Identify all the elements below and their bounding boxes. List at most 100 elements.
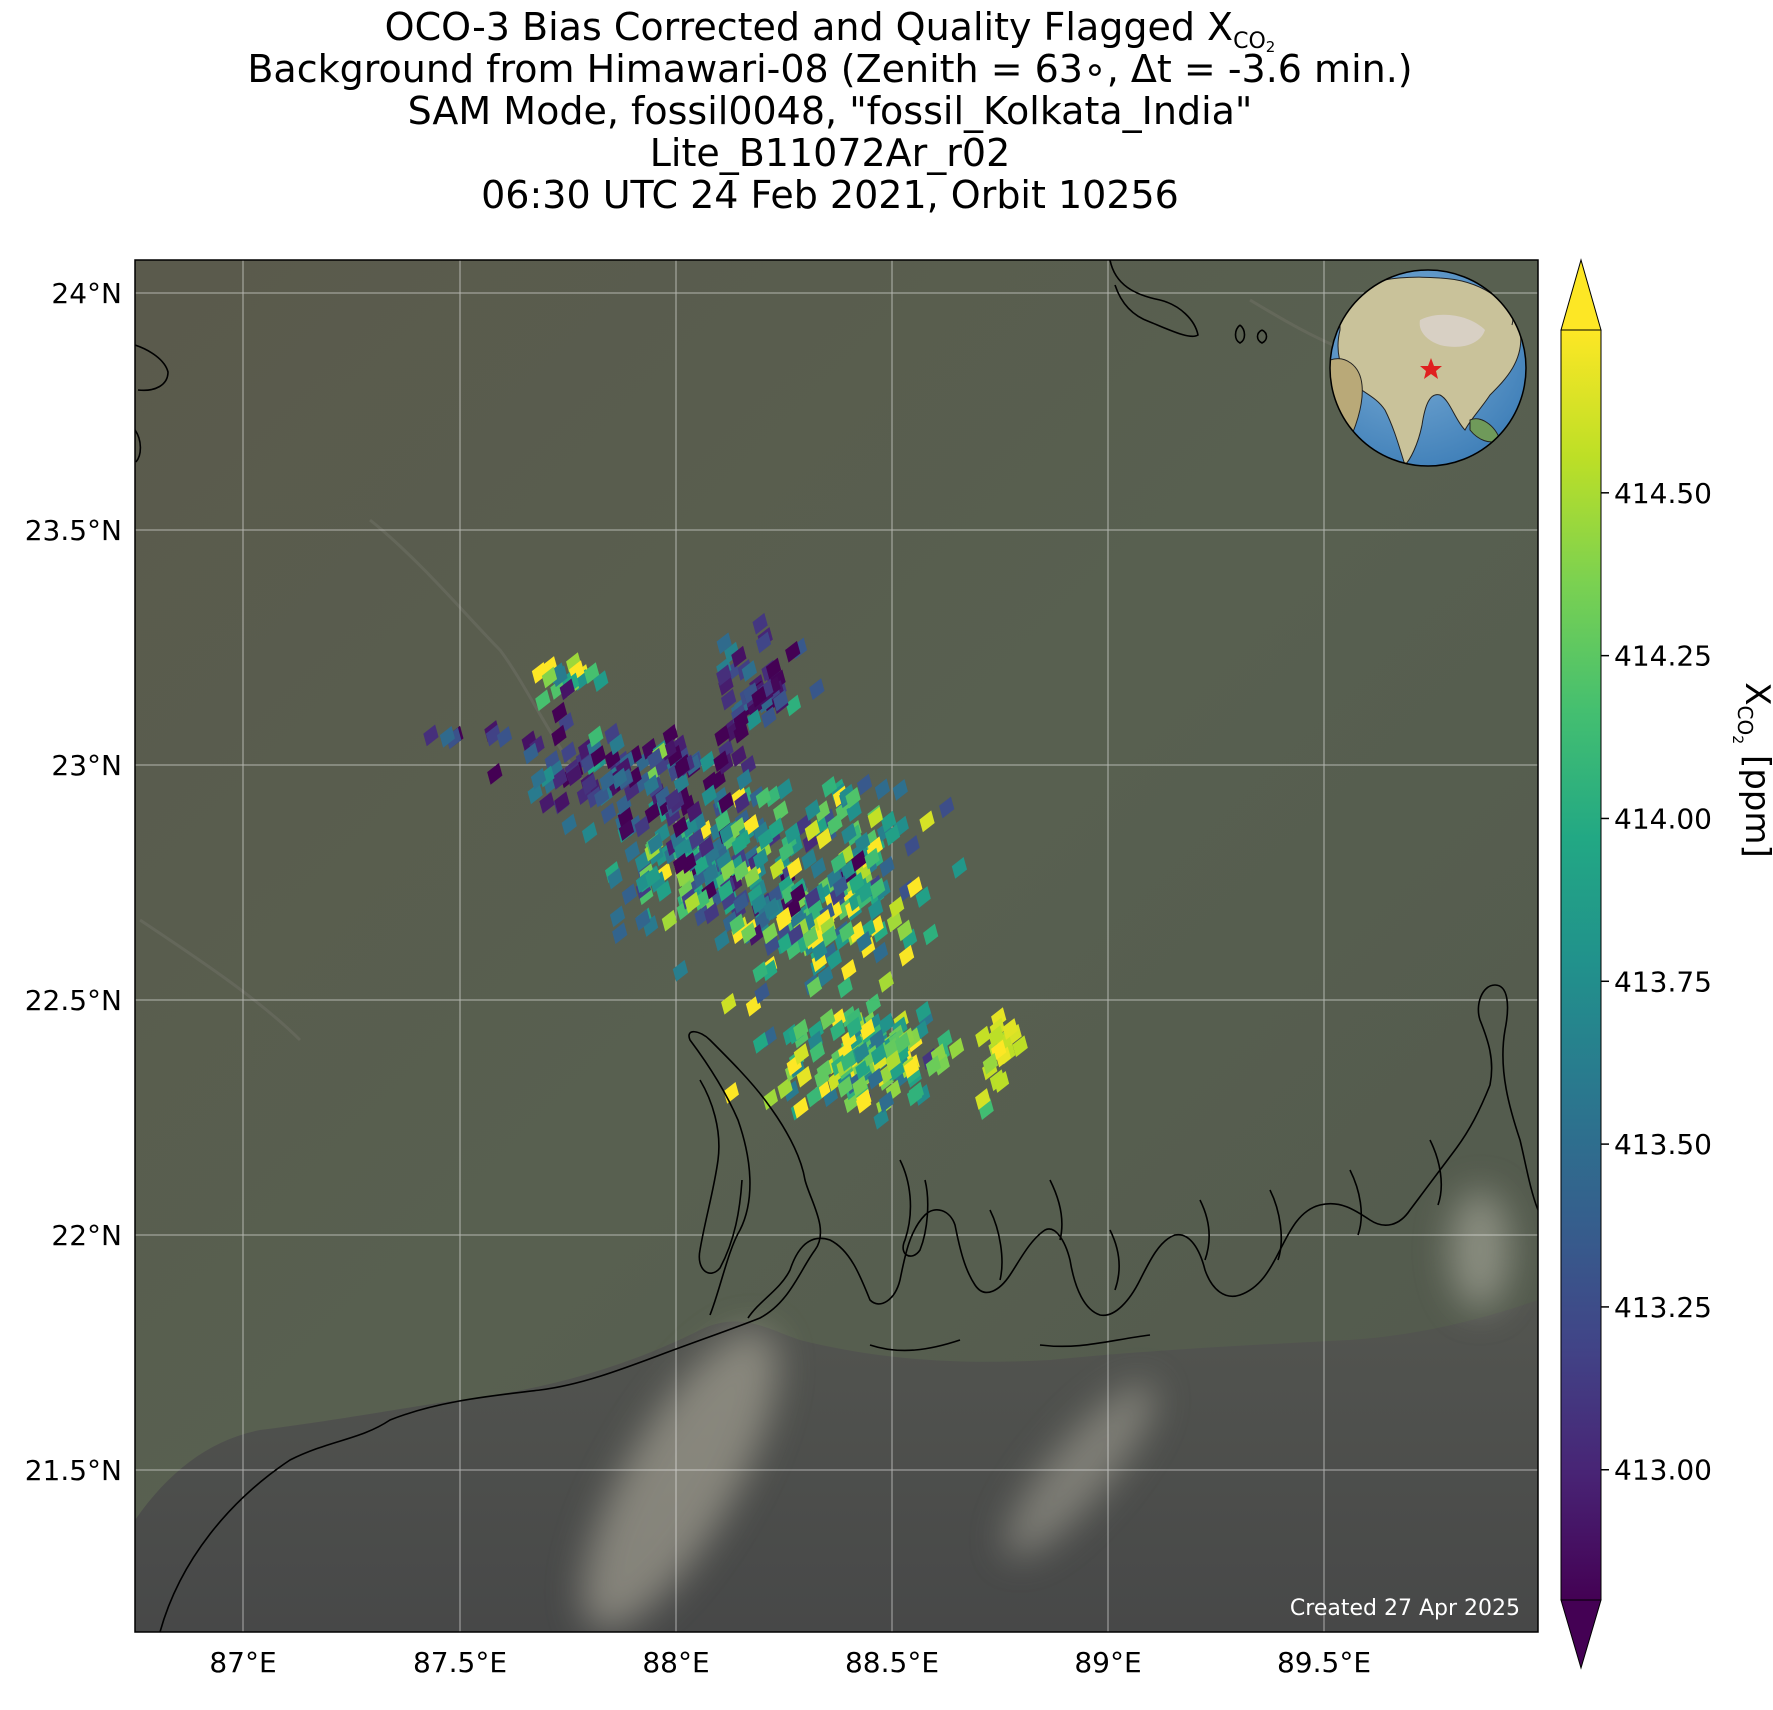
xco2-sounding (673, 852, 689, 875)
xco2-sounding (554, 791, 570, 814)
xco2-sounding (897, 919, 913, 942)
xco2-sounding (777, 1077, 793, 1100)
xco2-sounding (617, 806, 634, 828)
xco2-sounding (839, 921, 855, 943)
xco2-sounding (904, 835, 920, 857)
xco2-sounding (762, 1088, 778, 1111)
map-area: Created 27 Apr 2025 (135, 260, 1538, 1632)
xco2-sounding (934, 1053, 950, 1076)
xco2-sounding (841, 822, 857, 845)
xco2-sounding (694, 904, 710, 927)
xco2-sounding (816, 908, 832, 931)
xco2-sounding (523, 742, 539, 765)
xco2-sounding (872, 920, 888, 943)
xco2-sounding (845, 786, 861, 809)
xco2-sounding (609, 733, 625, 756)
xco2-sounding (805, 799, 821, 821)
xco2-sounding (925, 1055, 942, 1077)
colorbar-tick-label: 414.50 (1614, 477, 1712, 510)
xco2-sounding (901, 928, 918, 951)
xco2-sounding (762, 959, 778, 982)
xco2-sounding (644, 802, 661, 824)
xco2-sounding (618, 819, 635, 842)
xco2-sounding (731, 745, 747, 768)
xco2-sounding (720, 688, 737, 711)
xco2-sounding (865, 993, 881, 1016)
xco2-sounding (607, 867, 623, 890)
xco2-sounding (661, 909, 678, 932)
xco2-sounding (793, 1096, 809, 1119)
xco2-sounding (757, 828, 774, 850)
xco2-sounding (724, 641, 740, 664)
sea-area (135, 1300, 1538, 1632)
xco2-sounding (817, 965, 834, 988)
xco2-sounding (874, 778, 891, 801)
xco2-sounding (551, 724, 567, 747)
xco2-sounding (583, 662, 600, 685)
xco2-sounding (881, 810, 897, 833)
xco2-sounding (764, 934, 780, 957)
title-line-2: Background from Himawari-08 (Zenith = 63… (247, 47, 1413, 91)
xco2-sounding (487, 762, 503, 785)
xco2-sounding (552, 768, 568, 790)
xco2-sounding (650, 871, 666, 893)
xco2-sounding (673, 838, 690, 861)
xco2-sounding (778, 874, 794, 897)
xco2-sounding (873, 1107, 889, 1130)
xco2-sounding (715, 810, 731, 832)
lon-tick-label: 89°E (1074, 1646, 1141, 1679)
lat-tick-label: 22°N (51, 1219, 122, 1252)
xco2-sounding (678, 880, 694, 903)
xco2-sounding (854, 831, 871, 854)
xco2-sounding (839, 783, 855, 806)
xco2-sounding (733, 709, 749, 732)
colorbar-extend-max (1560, 258, 1602, 331)
xco2-sounding (716, 850, 732, 873)
xco2-sounding (731, 833, 747, 856)
xco2-sounding (635, 909, 651, 931)
xco2-sounding (720, 888, 737, 911)
xco2-sounding (645, 865, 661, 888)
xco2-sounding (867, 1067, 883, 1090)
xco2-sounding (701, 784, 717, 807)
xco2-sounding (752, 612, 768, 635)
lon-tick-label: 87.5°E (413, 1646, 507, 1679)
xco2-sounding (870, 877, 886, 900)
colorbar-tick-label: 413.50 (1614, 1128, 1712, 1161)
xco2-sounding (778, 840, 795, 863)
xco2-sounding (939, 796, 955, 819)
xco2-sounding (621, 883, 637, 906)
xco2-sounding (566, 764, 582, 787)
xco2-sounding (605, 747, 621, 770)
xco2-sounding (878, 970, 894, 993)
xco2-sounding (733, 892, 749, 914)
xco2-sounding (673, 772, 690, 795)
xco2-sounding (655, 785, 671, 808)
xco2-sounding (827, 866, 843, 889)
lon-tick-label: 88°E (642, 1646, 709, 1679)
xco2-sounding (551, 701, 568, 724)
xco2-sounding (764, 785, 781, 808)
xco2-sounding (634, 815, 650, 838)
xco2-sounding (672, 816, 688, 838)
xco2-sounding (684, 891, 700, 914)
lat-tick-label: 22.5°N (25, 984, 122, 1017)
xco2-soundings (423, 612, 1028, 1130)
xco2-sounding (785, 694, 802, 717)
xco2-sounding (806, 975, 823, 998)
xco2-sounding (581, 773, 597, 795)
xco2-sounding (892, 778, 908, 801)
xco2-sounding (604, 722, 620, 745)
title-line-3: SAM Mode, fossil0048, "fossil_Kolkata_In… (407, 89, 1253, 133)
xco2-sounding (801, 848, 817, 871)
xco2-sounding (919, 810, 935, 833)
lon-tick-label: 89.5°E (1277, 1646, 1371, 1679)
xco2-sounding (807, 1030, 824, 1053)
xco2-sounding (752, 961, 768, 983)
xco2-sounding (744, 865, 760, 888)
xco2-sounding (988, 1025, 1004, 1047)
xco2-sounding (851, 850, 867, 872)
xco2-sounding (763, 897, 779, 920)
xco2-sounding (777, 778, 793, 800)
xco2-sounding (672, 959, 689, 982)
